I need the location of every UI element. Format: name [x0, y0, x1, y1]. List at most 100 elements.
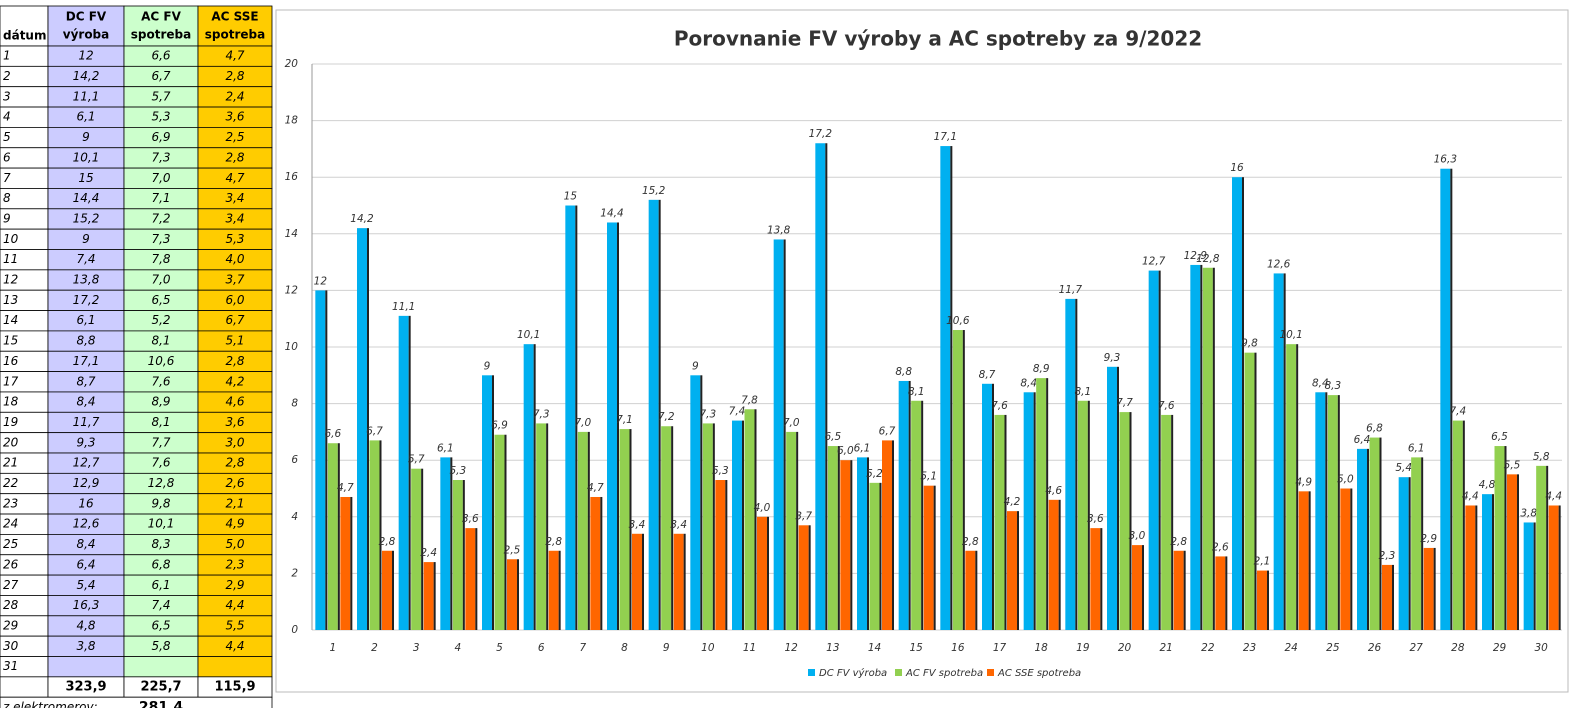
bar: [840, 460, 851, 630]
bar: [815, 143, 826, 631]
bar-shadow: [1546, 465, 1549, 630]
value-cell: 7,6: [151, 456, 170, 470]
value-cell: 6,0: [225, 293, 244, 307]
x-tick-label: 10: [701, 642, 715, 654]
header-cell: [197, 5, 273, 47]
bar: [1065, 298, 1076, 630]
data-label: 12,6: [1267, 258, 1291, 270]
value-cell: 17,2: [73, 293, 100, 307]
bar-shadow: [754, 409, 757, 630]
bar: [982, 383, 992, 630]
bar-shadow: [379, 440, 382, 630]
bar-shadow: [575, 205, 578, 630]
bar-shadow: [850, 460, 853, 630]
column-header: DC FV: [66, 10, 107, 24]
bar: [1452, 420, 1463, 630]
x-tick-label: 9: [663, 642, 670, 654]
day-cell: 19: [3, 415, 18, 429]
value-cell: 6,8: [151, 557, 170, 571]
data-label: 16,3: [1434, 154, 1457, 166]
bar-shadow: [421, 468, 424, 630]
bar: [757, 516, 767, 630]
bar-shadow: [642, 533, 644, 630]
bar-shadow: [1325, 392, 1328, 630]
data-label: 6,1: [1408, 442, 1425, 454]
bar-shadow: [1017, 511, 1019, 630]
data-label: 4,8: [1479, 479, 1496, 491]
bar-shadow: [629, 429, 632, 630]
day-cell: 11: [3, 252, 18, 266]
data-label: 10,1: [517, 329, 540, 341]
bar: [1161, 414, 1172, 630]
data-label: 11,1: [392, 301, 415, 313]
day-cell: 25: [3, 537, 18, 551]
data-label: 17,1: [934, 131, 957, 143]
data-label: 4,4: [1462, 490, 1479, 502]
value-cell: 2,4: [225, 89, 244, 103]
bar-shadow: [325, 290, 328, 630]
data-label: 7,2: [658, 411, 675, 423]
bar-shadow: [392, 550, 394, 630]
value-cell: 4,9: [225, 517, 244, 531]
value-cell: 11,7: [73, 415, 100, 429]
data-label: 4,7: [337, 482, 354, 494]
day-cell: 18: [3, 395, 19, 409]
bar: [786, 431, 797, 630]
value-cell: 7,8: [151, 252, 170, 266]
value-cell: 12,6: [73, 517, 100, 531]
value-cell: 16: [78, 496, 94, 510]
data-label: 8,4: [1312, 377, 1329, 389]
bar-shadow: [1367, 448, 1369, 630]
y-tick-label: 8: [291, 398, 298, 410]
bar: [1548, 505, 1559, 630]
bar: [1215, 556, 1226, 630]
value-cell: 4,2: [225, 374, 244, 388]
data-label: 8,1: [908, 386, 925, 398]
y-tick-label: 20: [285, 58, 299, 70]
legend-swatch: [808, 669, 815, 676]
data-label: 12: [314, 275, 328, 287]
bar: [1190, 264, 1201, 630]
data-label: 5,8: [1533, 451, 1550, 463]
data-label: 7,6: [991, 400, 1008, 412]
bar: [1398, 477, 1409, 630]
day-cell: 5: [3, 130, 11, 144]
day-cell: 24: [3, 517, 18, 531]
value-cell: 2,9: [225, 578, 244, 592]
bar-shadow: [617, 222, 619, 631]
data-label: 6,8: [1366, 423, 1383, 435]
bar-shadow: [1100, 528, 1103, 630]
x-tick-label: 21: [1159, 642, 1172, 654]
chart-title: Porovnanie FV výroby a AC spotreby za 9/…: [674, 27, 1202, 51]
column-header: AC SSE: [211, 10, 258, 24]
data-label: 3,8: [1520, 507, 1537, 519]
bar: [773, 239, 784, 630]
day-cell: 30: [3, 639, 19, 653]
x-tick-label: 20: [1118, 642, 1132, 654]
day-cell: 26: [3, 557, 19, 571]
bar-shadow: [1158, 270, 1161, 630]
bar: [327, 443, 338, 630]
value-cell: 6,9: [151, 130, 170, 144]
bar: [482, 375, 492, 630]
bar-shadow: [700, 375, 703, 630]
value-cell: 2,8: [225, 456, 244, 470]
day-cell: 12: [3, 273, 18, 287]
bar-shadow: [350, 496, 353, 630]
value-cell: 6,5: [151, 293, 170, 307]
bar-shadow: [1004, 414, 1007, 630]
bar-shadow: [1087, 400, 1090, 630]
data-label: 2,9: [1420, 533, 1437, 545]
value-cell: 3,6: [225, 415, 244, 429]
bar: [1232, 177, 1242, 630]
value-cell: 8,1: [151, 334, 170, 348]
data-label: 6,6: [324, 428, 341, 440]
bar-shadow: [1308, 491, 1311, 630]
bar-shadow: [1046, 378, 1049, 630]
legend-label: AC SSE spotreba: [997, 668, 1081, 679]
bar: [1273, 273, 1284, 630]
x-tick-label: 13: [826, 642, 839, 654]
data-label: 8,4: [1020, 377, 1037, 389]
data-label: 10,6: [946, 315, 970, 327]
value-cell: 8,9: [151, 395, 170, 409]
